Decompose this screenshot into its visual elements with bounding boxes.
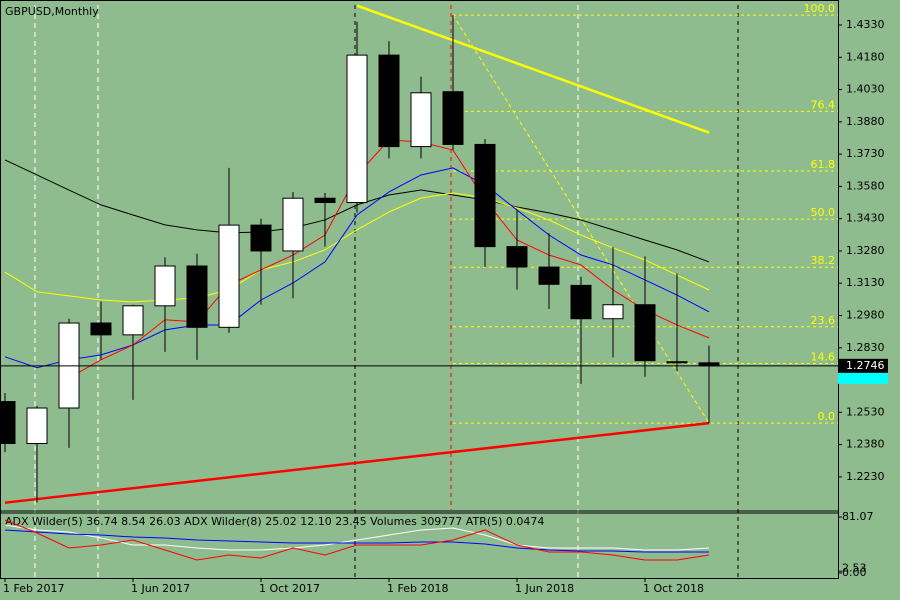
chart-title: GBPUSD,Monthly bbox=[5, 5, 99, 18]
fib-label: 14.6 bbox=[811, 351, 836, 364]
candle-body bbox=[442, 91, 464, 145]
x-tick-label: 1 Jun 2017 bbox=[131, 582, 190, 595]
fib-label: 0.0 bbox=[818, 410, 836, 423]
y-tick-label: 1.3880 bbox=[846, 115, 885, 128]
candle-body bbox=[0, 401, 16, 445]
candle-body bbox=[570, 284, 592, 320]
candle-body bbox=[474, 143, 496, 248]
y-tick-label: 1.2530 bbox=[846, 405, 885, 418]
candle-body bbox=[634, 304, 656, 362]
current-price-box bbox=[838, 358, 888, 373]
indicator-label: ADX Wilder(5) 36.74 8.54 26.03 ADX Wilde… bbox=[5, 515, 544, 528]
y-tick-label: 1.2830 bbox=[846, 341, 885, 354]
indicator-tick-label: 2.53 bbox=[842, 561, 867, 574]
fib-label: 50.0 bbox=[811, 206, 836, 219]
y-tick-label: 1.4030 bbox=[846, 83, 885, 96]
candle-body bbox=[378, 54, 400, 148]
fib-label: 38.2 bbox=[811, 254, 836, 267]
candle-body bbox=[314, 197, 336, 204]
y-tick-label: 1.4330 bbox=[846, 18, 885, 31]
trendline bbox=[356, 4, 710, 134]
ask-band bbox=[838, 371, 888, 384]
moving-average bbox=[4, 167, 710, 369]
x-tick-label: 1 Feb 2018 bbox=[387, 582, 448, 595]
fib-label: 76.4 bbox=[811, 98, 836, 111]
candle-body bbox=[538, 266, 560, 285]
x-tick-label: 1 Feb 2017 bbox=[3, 582, 64, 595]
candle-body bbox=[250, 224, 272, 252]
candle-body bbox=[122, 305, 144, 336]
candle-body bbox=[282, 197, 304, 252]
indicator-tick-label: 0.00 bbox=[842, 566, 867, 579]
y-tick-label: 1.2380 bbox=[846, 438, 885, 451]
plot-frame bbox=[0, 0, 839, 579]
y-tick-label: 1.2980 bbox=[846, 308, 885, 321]
x-tick-label: 1 Oct 2017 bbox=[259, 582, 320, 595]
trendline bbox=[4, 421, 710, 504]
indicator-line bbox=[4, 529, 709, 553]
candle-body bbox=[90, 322, 112, 336]
y-tick-label: 1.3280 bbox=[846, 244, 885, 257]
y-tick-label: 1.3580 bbox=[846, 179, 885, 192]
candle-body bbox=[410, 92, 432, 148]
x-tick-label: 1 Oct 2018 bbox=[643, 582, 704, 595]
candle-body bbox=[602, 304, 624, 320]
indicator-line bbox=[4, 524, 710, 551]
fib-label: 23.6 bbox=[811, 314, 836, 327]
candle-body bbox=[346, 54, 368, 204]
session-separators bbox=[34, 5, 739, 578]
indicator-line bbox=[4, 519, 710, 561]
x-tick-label: 1 Jun 2018 bbox=[515, 582, 574, 595]
candle-body bbox=[186, 265, 208, 328]
candle-body bbox=[154, 265, 176, 307]
moving-average bbox=[4, 192, 710, 303]
fib-label: 100.0 bbox=[804, 2, 836, 15]
candle-body bbox=[506, 246, 528, 268]
y-tick-label: 1.3730 bbox=[846, 147, 885, 160]
y-tick-label: 1.3130 bbox=[846, 276, 885, 289]
y-tick-label: 1.3430 bbox=[846, 212, 885, 225]
candle-body bbox=[218, 224, 240, 328]
candle-body bbox=[26, 407, 48, 445]
fib-label: 61.8 bbox=[811, 158, 836, 171]
candle-body bbox=[666, 361, 688, 364]
indicator-tick-label: 81.07 bbox=[842, 510, 874, 523]
current-price-label: 1.2746 bbox=[846, 359, 885, 372]
y-tick-label: 1.2230 bbox=[846, 470, 885, 483]
y-tick-label: 1.4180 bbox=[846, 50, 885, 63]
